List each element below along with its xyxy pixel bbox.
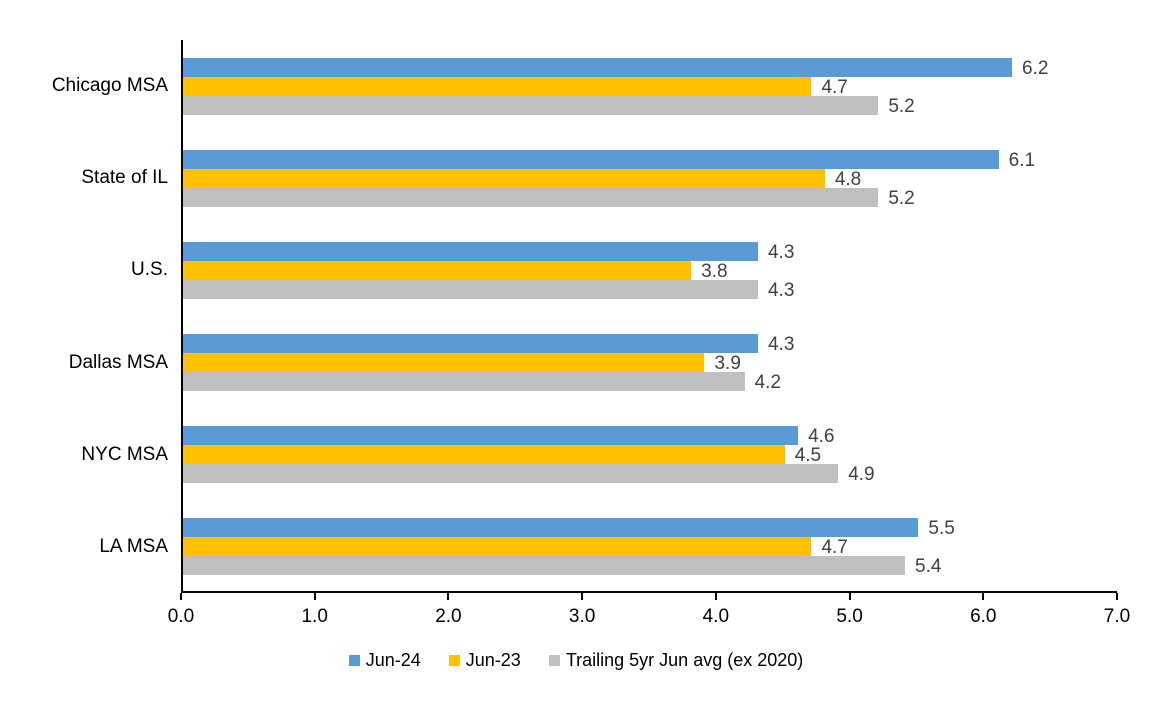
x-tick-mark [848, 593, 851, 600]
x-tick-mark [982, 593, 985, 600]
legend: Jun-24 Jun-23 Trailing 5yr Jun avg (ex 202… [0, 650, 1152, 671]
bar-jun-24 [183, 518, 919, 538]
legend-label: Jun-23 [465, 650, 521, 670]
legend-item: Jun-24 [348, 650, 421, 671]
x-tick-mark [313, 593, 316, 600]
x-tick-label: 5.0 [836, 606, 863, 627]
legend-label: Trailing 5yr Jun avg (ex 2020) [565, 650, 804, 670]
data-label: 4.9 [848, 464, 875, 486]
x-tick-label: 2.0 [435, 606, 462, 627]
bar-trailing-5yr-jun-avg-ex-2020- [183, 556, 906, 576]
category-label: Dallas MSA [68, 351, 168, 373]
data-label: 4.5 [794, 445, 822, 467]
category-label: LA MSA [99, 535, 168, 557]
x-tick-mark [180, 593, 182, 600]
bar-trailing-5yr-jun-avg-ex-2020- [183, 187, 879, 207]
legend-item: Trailing 5yr Jun avg (ex 2020) [548, 650, 804, 671]
data-label: 5.2 [888, 187, 915, 209]
bar-jun-24 [183, 149, 999, 169]
data-label: 4.3 [767, 241, 795, 263]
bar-jun-23 [183, 353, 705, 373]
bar-jun-24 [183, 241, 758, 261]
bar-jun-24 [183, 426, 799, 446]
data-label: 4.7 [821, 537, 848, 559]
category-label: U.S. [131, 259, 168, 281]
bar-jun-23 [183, 168, 825, 188]
data-label: 4.8 [834, 168, 862, 190]
data-label: 4.3 [767, 334, 795, 356]
bar-trailing-5yr-jun-avg-ex-2020- [183, 464, 839, 484]
bar-jun-23 [183, 260, 692, 280]
x-tick-label: 0.0 [167, 606, 195, 627]
x-tick-label: 6.0 [970, 606, 997, 627]
bar-trailing-5yr-jun-avg-ex-2020- [183, 279, 758, 299]
legend-swatch [448, 655, 460, 666]
bar-jun-24 [183, 57, 1013, 77]
x-tick-label: 1.0 [301, 606, 328, 627]
bar-jun-23 [183, 445, 785, 465]
legend-swatch [548, 655, 560, 666]
category-label: Chicago MSA [51, 75, 168, 97]
bar-trailing-5yr-jun-avg-ex-2020- [183, 95, 879, 115]
data-label: 3.8 [701, 260, 728, 282]
data-label: 3.9 [714, 353, 741, 375]
x-tick-mark [447, 593, 450, 600]
x-tick-label: 4.0 [702, 606, 730, 627]
data-label: 5.4 [915, 556, 942, 578]
data-label: 6.1 [1008, 149, 1036, 171]
x-tick-label: 3.0 [568, 606, 596, 627]
data-label: 6.2 [1022, 57, 1049, 79]
legend-swatch [348, 655, 360, 666]
bar-jun-23 [183, 537, 812, 557]
x-tick-mark [714, 593, 717, 600]
legend-item: Jun-23 [448, 650, 521, 671]
data-label: 4.2 [754, 372, 782, 394]
bar-trailing-5yr-jun-avg-ex-2020- [183, 372, 745, 392]
bar-jun-24 [183, 334, 758, 354]
category-label: NYC MSA [81, 443, 168, 465]
data-label: 4.3 [767, 279, 795, 301]
category-label: State of IL [81, 167, 168, 189]
legend-label: Jun-24 [365, 650, 421, 670]
x-tick-label: 7.0 [1103, 606, 1131, 627]
plot-area [181, 40, 1117, 593]
data-label: 5.2 [888, 95, 915, 117]
data-label: 4.6 [808, 426, 835, 448]
x-tick-mark [581, 593, 584, 600]
bar-jun-23 [183, 76, 812, 96]
data-label: 5.5 [928, 518, 955, 540]
x-tick-mark [1116, 593, 1118, 600]
data-label: 4.7 [821, 76, 848, 98]
